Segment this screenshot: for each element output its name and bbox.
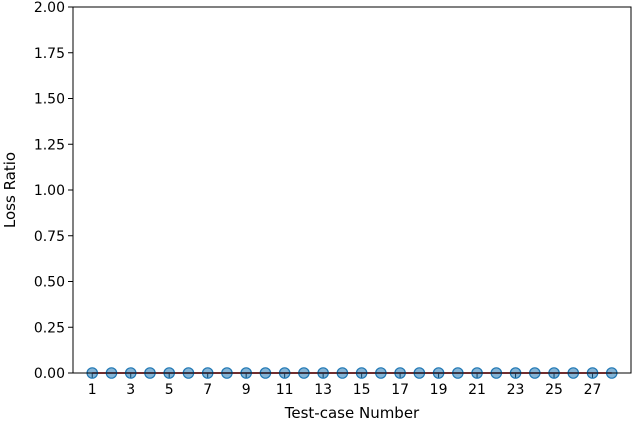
x-tick-label: 23 — [507, 382, 525, 398]
x-tick-label: 5 — [165, 382, 174, 398]
y-tick-label: 1.50 — [34, 92, 65, 108]
y-tick-label: 1.00 — [34, 183, 65, 199]
x-axis-label: Test-case Number — [284, 404, 420, 422]
x-tick-label: 11 — [276, 382, 294, 398]
x-tick-label: 27 — [584, 382, 602, 398]
y-axis-label: Loss Ratio — [1, 152, 19, 228]
y-tick-label: 1.25 — [34, 137, 65, 153]
y-axis-ticks: 0.00 0.25 0.50 0.75 1.00 1.25 1.50 1.75 2.00 — [34, 0, 73, 382]
x-tick-label: 25 — [545, 382, 563, 398]
y-tick-label: 0.50 — [34, 275, 65, 291]
y-tick-label: 0.25 — [34, 320, 65, 336]
x-tick-label: 7 — [203, 382, 212, 398]
x-tick-label: 21 — [468, 382, 486, 398]
y-tick-label: 2.00 — [34, 0, 65, 16]
y-tick-label: 1.75 — [34, 46, 65, 62]
x-tick-label: 1 — [88, 382, 97, 398]
x-tick-label: 15 — [353, 382, 371, 398]
y-tick-label: 0.75 — [34, 229, 65, 245]
x-tick-label: 17 — [391, 382, 409, 398]
x-tick-label: 3 — [126, 382, 135, 398]
x-tick-label: 13 — [314, 382, 332, 398]
x-tick-label: 19 — [430, 382, 448, 398]
y-tick-label: 0.00 — [34, 366, 65, 382]
x-axis-ticks: 1 3 5 7 9 11 13 15 17 19 21 23 25 27 — [88, 373, 602, 398]
x-tick-label: 9 — [242, 382, 251, 398]
plot-area-frame — [72, 6, 632, 374]
